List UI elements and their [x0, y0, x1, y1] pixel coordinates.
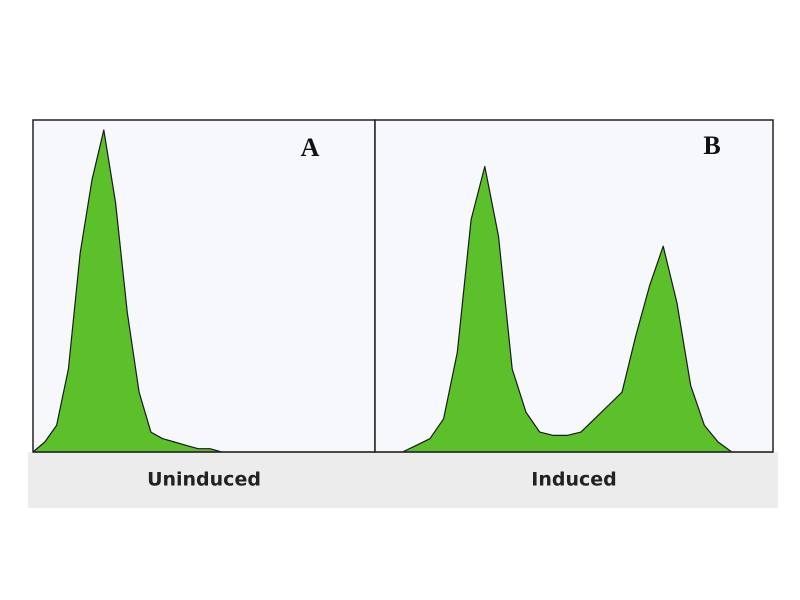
histogram-area — [374, 165, 774, 453]
condition-label: Induced — [531, 469, 616, 491]
plot-area — [375, 120, 773, 452]
condition-label: Uninduced — [147, 469, 261, 491]
panel-label: A — [301, 133, 320, 162]
label-band — [28, 452, 778, 508]
plots: A Uninduced B Induced — [32, 119, 774, 491]
panel-label: B — [703, 131, 720, 160]
panel-border — [374, 119, 774, 453]
